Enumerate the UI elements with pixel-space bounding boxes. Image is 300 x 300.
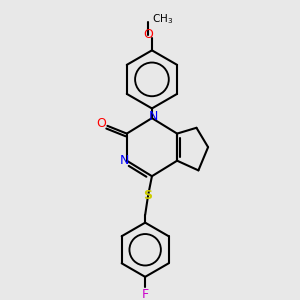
Text: O: O (143, 28, 153, 41)
Text: N: N (149, 110, 159, 123)
Text: O: O (97, 117, 106, 130)
Text: N: N (120, 154, 130, 167)
Text: CH$_3$: CH$_3$ (152, 13, 173, 26)
Text: F: F (142, 288, 149, 300)
Text: S: S (144, 189, 153, 202)
